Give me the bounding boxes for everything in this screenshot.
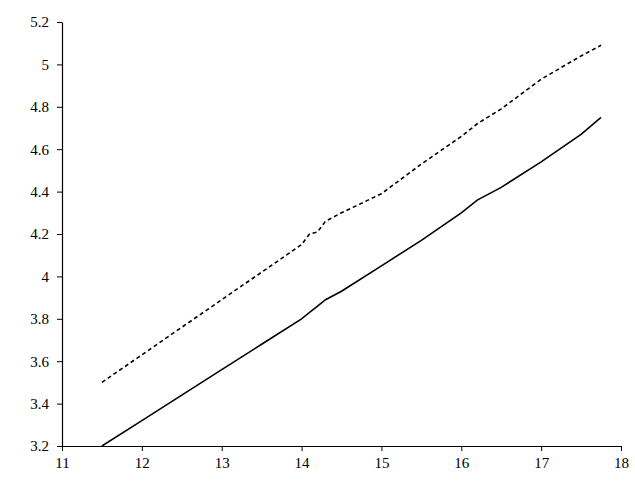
tick-mark — [302, 446, 303, 451]
tick: 3.8 — [30, 311, 62, 327]
tick-mark — [62, 446, 63, 451]
tick-mark — [142, 446, 143, 451]
tick-label: 4.6 — [30, 142, 49, 158]
tick: 4 — [42, 269, 63, 285]
tick-mark — [57, 404, 62, 405]
tick: 3.4 — [30, 396, 62, 412]
tick: 13 — [215, 446, 230, 471]
tick-mark — [57, 22, 62, 23]
x-axis: 11 12 13 14 15 16 17 18 — [55, 446, 629, 471]
tick-label: 11 — [55, 455, 69, 471]
tick-mark — [381, 446, 382, 451]
tick: 4.4 — [30, 184, 62, 200]
plot: 11 12 13 14 15 16 17 18 3.2 3.4 3.6 3.8 4 4.2 4.4 4.6 4.… — [30, 14, 629, 470]
tick: 17 — [534, 446, 550, 471]
tick: 16 — [454, 446, 470, 471]
tick-label: 13 — [215, 455, 230, 471]
tick-mark — [57, 234, 62, 235]
tick: 14 — [295, 446, 311, 471]
tick-label: 18 — [614, 455, 629, 471]
tick-mark — [541, 446, 542, 451]
tick-label: 4.8 — [30, 99, 49, 115]
tick-mark — [222, 446, 223, 451]
tick-label: 5.2 — [30, 14, 49, 30]
tick-mark — [57, 192, 62, 193]
tick-mark — [57, 319, 62, 320]
tick-mark — [461, 446, 462, 451]
tick: 3.6 — [30, 354, 62, 370]
tick-label: 17 — [534, 455, 550, 471]
tick: 5 — [42, 57, 63, 73]
tick-label: 4.2 — [30, 226, 49, 242]
tick-mark — [57, 446, 62, 447]
tick-label: 12 — [135, 455, 150, 471]
tick: 18 — [614, 446, 629, 471]
tick: 3.2 — [30, 438, 62, 454]
series-line — [102, 117, 601, 446]
lines — [102, 45, 601, 446]
tick-label: 3.8 — [30, 311, 49, 327]
tick-label: 5 — [42, 57, 50, 73]
tick-mark — [57, 64, 62, 65]
tick-label: 3.6 — [30, 354, 49, 370]
tick: 15 — [374, 446, 389, 471]
x-axis-line — [63, 446, 622, 447]
tick-label: 3.4 — [30, 396, 49, 412]
tick-label: 16 — [454, 455, 470, 471]
tick-label: 4 — [42, 269, 50, 285]
y-axis: 3.2 3.4 3.6 3.8 4 4.2 4.4 4.6 4.8 5 5.2 — [30, 14, 62, 454]
tick-label: 15 — [374, 455, 389, 471]
tick-mark — [57, 276, 62, 277]
tick-label: 14 — [295, 455, 311, 471]
tick-mark — [57, 361, 62, 362]
chart: 11 12 13 14 15 16 17 18 3.2 3.4 3.6 3.8 4 4.2 4.4 4.6 4.… — [0, 0, 635, 493]
tick-mark — [57, 149, 62, 150]
tick: 5.2 — [30, 14, 62, 30]
tick: 12 — [135, 446, 150, 471]
tick: 11 — [55, 446, 69, 471]
tick-mark — [57, 107, 62, 108]
tick: 4.8 — [30, 99, 62, 115]
tick-label: 4.4 — [30, 184, 49, 200]
tick: 4.2 — [30, 226, 62, 242]
tick-mark — [621, 446, 622, 451]
series-line — [102, 45, 601, 382]
tick: 4.6 — [30, 142, 62, 158]
tick-label: 3.2 — [30, 438, 49, 454]
y-axis-line — [62, 23, 63, 447]
